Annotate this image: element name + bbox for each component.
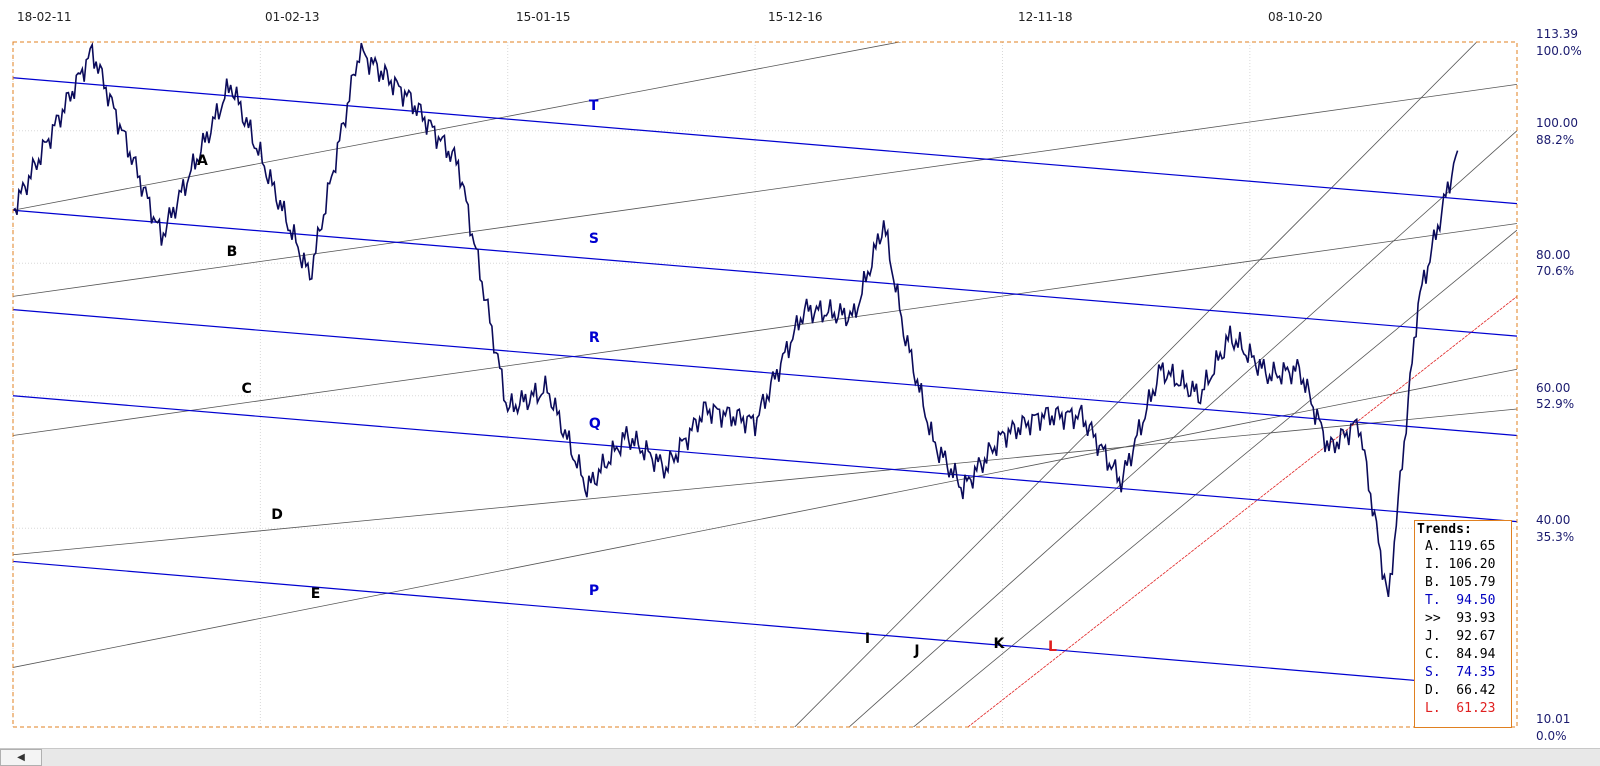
trend-letter-T: T <box>588 98 599 115</box>
trends-row-7: S. 74.35 <box>1425 665 1496 680</box>
trends-row-6: C. 84.94 <box>1425 647 1496 662</box>
trend-letter-A: A <box>197 152 208 169</box>
date-label-4: 12-11-18 <box>1018 10 1073 24</box>
price-label-4: 40.00 <box>1536 513 1571 527</box>
price-label-3: 60.00 <box>1536 381 1571 395</box>
fan-line-B <box>13 83 1517 297</box>
trend-letter-E: E <box>310 585 321 602</box>
up-line-L <box>967 296 1517 727</box>
date-label-0: 18-02-11 <box>17 10 72 24</box>
price-label-0: 113.39 <box>1536 27 1578 41</box>
pitchfork-line-Q <box>13 395 1517 523</box>
trend-letter-D: D <box>271 507 283 524</box>
date-label-2: 15-01-15 <box>516 10 571 24</box>
price-series-line <box>13 42 1459 598</box>
trend-letter-R: R <box>588 330 600 347</box>
date-label-1: 01-02-13 <box>265 10 320 24</box>
trends-panel: Trends: A. 119.65 I. 106.20 B. 105.79 T. 94… <box>1414 520 1512 728</box>
trends-row-5: J. 92.67 <box>1425 629 1496 644</box>
pct-label-0: 100.0% <box>1536 44 1582 58</box>
up-line-I <box>794 42 1478 727</box>
fan-line-A <box>13 42 902 211</box>
trends-row-1: I. 106.20 <box>1425 557 1496 572</box>
pitchfork-line-R <box>13 309 1517 437</box>
date-label-3: 15-12-16 <box>768 10 823 24</box>
price-label-5: 10.01 <box>1536 712 1571 726</box>
trends-row-2: B. 105.79 <box>1425 575 1496 590</box>
trend-letter-Q: Q <box>588 416 601 433</box>
trend-letter-P: P <box>588 582 600 599</box>
trends-row-8: D. 66.42 <box>1425 683 1496 698</box>
pitchfork-line-S <box>13 209 1517 337</box>
trend-letter-J: J <box>914 643 920 660</box>
pct-label-4: 35.3% <box>1536 530 1575 544</box>
trend-letter-S: S <box>588 230 599 247</box>
trend-letter-I: I <box>864 630 871 647</box>
price-label-1: 100.00 <box>1536 116 1578 130</box>
trends-title: Trends: <box>1417 522 1472 537</box>
trend-letter-K: K <box>993 635 1005 652</box>
trends-row-9: L. 61.23 <box>1425 701 1496 716</box>
pitchfork-line-T <box>13 77 1517 205</box>
pct-label-2: 70.6% <box>1536 264 1575 278</box>
trends-row-4: >> 93.93 <box>1425 611 1496 626</box>
trend-letter-B: B <box>226 243 238 260</box>
up-line-K <box>913 229 1517 727</box>
fan-line-D <box>13 408 1517 556</box>
plot-border <box>12 41 1518 728</box>
trends-row-3: T. 94.50 <box>1425 593 1496 608</box>
pct-label-1: 88.2% <box>1536 133 1575 147</box>
fan-line-E <box>13 368 1517 668</box>
scroll-left-arrow-icon[interactable]: ◀ <box>0 749 42 766</box>
price-label-2: 80.00 <box>1536 248 1571 262</box>
pct-label-3: 52.9% <box>1536 397 1575 411</box>
fan-line-C <box>13 223 1517 436</box>
trends-rows: A. 119.65 I. 106.20 B. 105.79 T. 94.50 >> 93… <box>1415 538 1511 718</box>
trend-letter-L: L <box>1047 639 1057 656</box>
date-label-5: 08-10-20 <box>1268 10 1323 24</box>
up-line-J <box>848 130 1517 727</box>
pitchfork-line-P <box>13 560 1419 682</box>
pct-label-5: 0.0% <box>1536 729 1567 743</box>
horizontal-scrollbar[interactable]: ◀ <box>0 748 1600 766</box>
trend-letter-C: C <box>241 380 252 397</box>
trends-row-0: A. 119.65 <box>1425 539 1496 554</box>
